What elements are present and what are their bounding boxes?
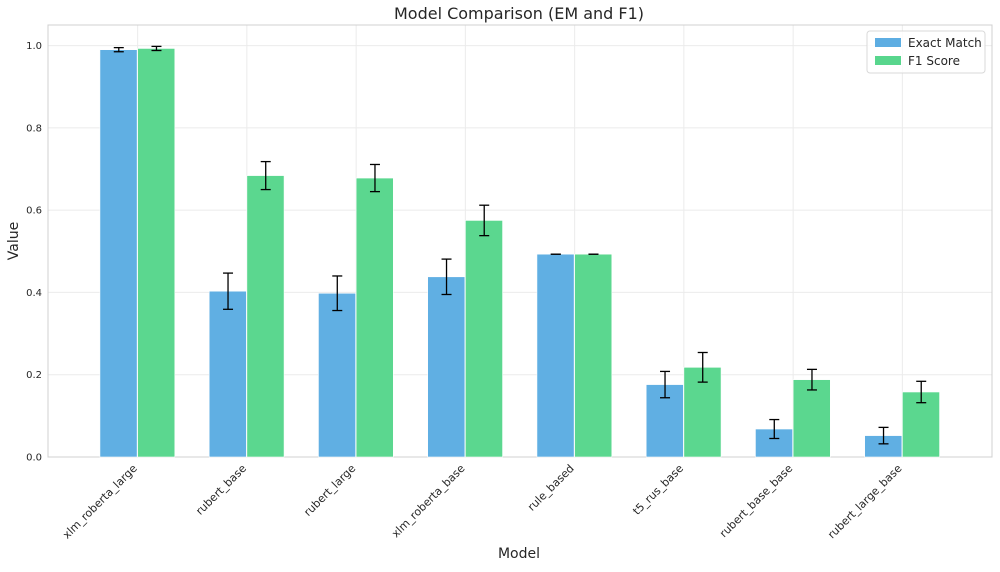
bar-exact-match <box>427 276 466 458</box>
bar-f1-score <box>137 48 176 458</box>
bar-f1-score <box>574 253 613 458</box>
y-tick-labels: 0.0 0.2 0.4 0.6 0.8 1.0 <box>26 41 42 463</box>
bar-exact-match <box>99 49 138 458</box>
x-axis-title: Model <box>498 546 540 562</box>
y-tick-label: 0.0 <box>26 453 42 464</box>
bar-f1-score <box>246 175 285 458</box>
chart-title: Model Comparison (EM and F1) <box>394 4 644 23</box>
bar-exact-match <box>318 292 356 458</box>
bar-f1-score <box>465 220 503 458</box>
y-tick-label: 1.0 <box>26 41 42 52</box>
y-tick-label: 0.4 <box>26 288 42 299</box>
y-tick-label: 0.8 <box>26 123 42 134</box>
plot-area <box>47 24 993 458</box>
y-tick-label: 0.6 <box>26 206 42 217</box>
bar-exact-match <box>208 290 247 458</box>
bar-f1-score <box>355 177 394 458</box>
error-bars-group <box>113 45 927 445</box>
bar-f1-score <box>792 379 831 458</box>
y-axis-title: Value <box>6 222 22 260</box>
bar-exact-match <box>536 253 575 458</box>
legend-swatch <box>875 56 901 65</box>
legend-label: Exact Match <box>908 36 982 50</box>
legend: Exact Match F1 Score <box>866 30 986 74</box>
legend-swatch <box>875 38 901 47</box>
legend-label: F1 Score <box>908 54 960 68</box>
y-tick-label: 0.2 <box>26 370 42 381</box>
